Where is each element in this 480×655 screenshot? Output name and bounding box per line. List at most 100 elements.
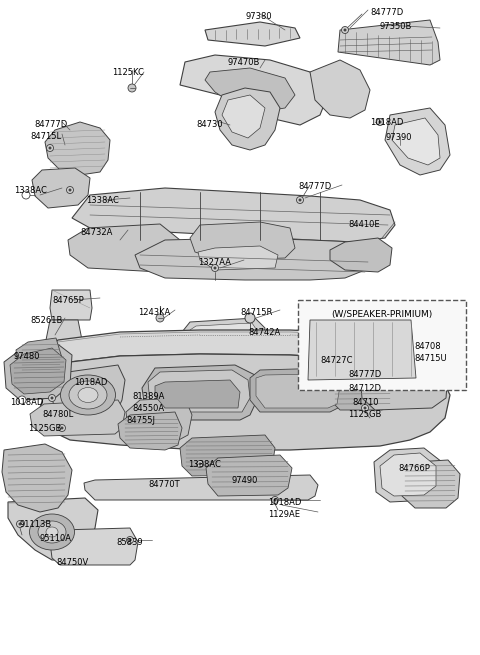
Circle shape — [49, 147, 51, 149]
Polygon shape — [50, 528, 138, 565]
Polygon shape — [155, 380, 240, 408]
Text: 1125GB: 1125GB — [348, 410, 382, 419]
Ellipse shape — [60, 375, 116, 415]
Text: 1018AD: 1018AD — [10, 398, 43, 407]
Text: 1338AC: 1338AC — [188, 460, 221, 469]
Circle shape — [19, 523, 21, 525]
Text: 84715L: 84715L — [30, 132, 61, 141]
Text: 91113B: 91113B — [20, 520, 52, 529]
Text: 1018AD: 1018AD — [268, 498, 301, 507]
Circle shape — [127, 536, 133, 544]
Circle shape — [199, 463, 201, 465]
Polygon shape — [135, 238, 370, 280]
Polygon shape — [190, 222, 295, 260]
Ellipse shape — [46, 527, 58, 537]
Polygon shape — [72, 188, 395, 242]
Polygon shape — [392, 118, 440, 165]
Polygon shape — [32, 168, 90, 208]
Circle shape — [196, 460, 204, 468]
Polygon shape — [308, 320, 416, 380]
Polygon shape — [182, 318, 265, 348]
Circle shape — [128, 84, 136, 92]
Circle shape — [61, 427, 63, 429]
Text: 84715R: 84715R — [240, 308, 272, 317]
Text: (W/SPEAKER-PRIMIUM): (W/SPEAKER-PRIMIUM) — [331, 310, 432, 319]
Ellipse shape — [38, 521, 66, 543]
Polygon shape — [4, 342, 72, 400]
Ellipse shape — [78, 388, 98, 403]
Circle shape — [361, 405, 369, 411]
Polygon shape — [206, 455, 292, 496]
Text: 84727C: 84727C — [320, 356, 352, 365]
Text: 84780L: 84780L — [42, 410, 73, 419]
Text: 95110A: 95110A — [40, 534, 72, 543]
Polygon shape — [68, 224, 180, 272]
Polygon shape — [126, 398, 192, 442]
Polygon shape — [338, 20, 440, 65]
Circle shape — [344, 29, 346, 31]
Circle shape — [67, 187, 73, 193]
Text: 84708: 84708 — [414, 342, 441, 351]
Polygon shape — [2, 444, 72, 512]
Text: 97390: 97390 — [386, 133, 412, 142]
Polygon shape — [30, 400, 125, 436]
Circle shape — [272, 496, 278, 504]
Text: 84732A: 84732A — [80, 228, 112, 237]
Text: 84766P: 84766P — [398, 464, 430, 473]
Circle shape — [336, 358, 344, 365]
Text: 1125GB: 1125GB — [28, 424, 61, 433]
Text: 84770T: 84770T — [148, 480, 180, 489]
Text: 84715U: 84715U — [414, 354, 446, 363]
Polygon shape — [222, 95, 265, 138]
Polygon shape — [10, 348, 66, 394]
Text: 1018AD: 1018AD — [74, 378, 108, 387]
Polygon shape — [310, 60, 370, 118]
Text: 1243KA: 1243KA — [138, 308, 170, 317]
Polygon shape — [330, 238, 392, 272]
Text: 81389A: 81389A — [132, 392, 164, 401]
Text: 84710: 84710 — [352, 398, 379, 407]
Polygon shape — [205, 68, 295, 112]
Circle shape — [59, 424, 65, 432]
Text: 97380: 97380 — [245, 12, 272, 21]
Text: 97350B: 97350B — [380, 22, 412, 31]
Polygon shape — [40, 354, 450, 450]
Circle shape — [156, 314, 164, 322]
Polygon shape — [360, 358, 448, 410]
Text: 84750V: 84750V — [56, 558, 88, 567]
Circle shape — [339, 361, 341, 364]
Text: 1125KC: 1125KC — [112, 68, 144, 77]
Polygon shape — [205, 22, 300, 46]
Circle shape — [297, 196, 303, 204]
Text: 84777D: 84777D — [298, 182, 331, 191]
Polygon shape — [180, 435, 275, 476]
Circle shape — [16, 521, 24, 527]
Polygon shape — [330, 368, 395, 410]
Text: 85261B: 85261B — [30, 316, 62, 325]
Polygon shape — [198, 246, 278, 270]
Circle shape — [299, 199, 301, 201]
Circle shape — [69, 189, 71, 191]
Text: 1338AC: 1338AC — [86, 196, 119, 205]
Circle shape — [48, 394, 56, 402]
Polygon shape — [400, 460, 460, 508]
Circle shape — [379, 121, 381, 123]
Bar — [298, 300, 466, 390]
Text: 85839: 85839 — [116, 538, 143, 547]
Polygon shape — [374, 448, 444, 502]
Ellipse shape — [69, 381, 107, 409]
Circle shape — [18, 396, 26, 404]
Circle shape — [214, 267, 216, 269]
Text: 97470B: 97470B — [228, 58, 260, 67]
Circle shape — [51, 397, 53, 399]
Circle shape — [47, 145, 53, 151]
Polygon shape — [50, 365, 125, 420]
Polygon shape — [16, 338, 62, 378]
Text: 84730: 84730 — [196, 120, 223, 129]
Text: 1129AE: 1129AE — [268, 510, 300, 519]
Text: 1018AD: 1018AD — [370, 118, 403, 127]
Text: 84777D: 84777D — [348, 370, 381, 379]
Polygon shape — [190, 323, 258, 345]
Polygon shape — [84, 475, 318, 500]
Circle shape — [212, 265, 218, 272]
